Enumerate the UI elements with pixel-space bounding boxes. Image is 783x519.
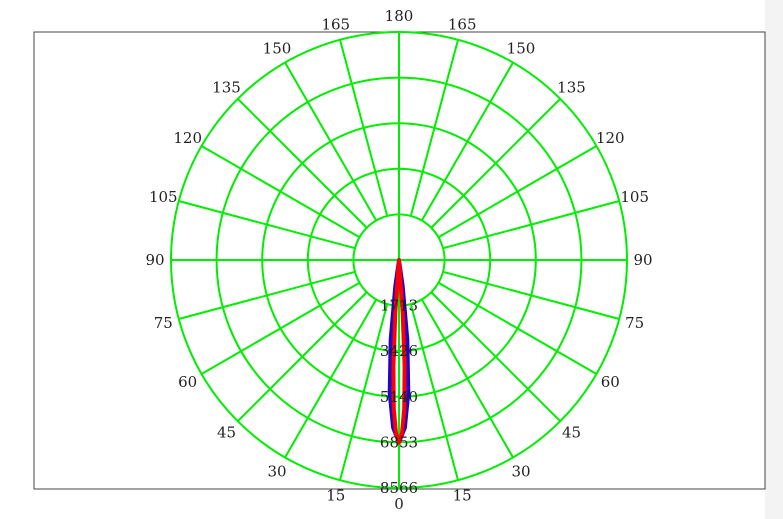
grid-spoke [442,200,620,250]
angle-tick-label: 30 [267,462,286,480]
grid-spoke [178,200,356,250]
angle-tick-label: 75 [625,314,644,332]
angle-tick-label: 120 [173,129,202,147]
grid-spoke [201,281,361,375]
angle-tick-label: 135 [557,79,586,97]
grid-spoke [430,291,561,422]
radial-tick-label: 8566 [380,479,418,497]
grid-spoke [437,281,597,375]
angle-tick-label: 105 [149,188,178,206]
angle-tick-label: 0 [394,495,404,513]
angle-tick-label: 60 [601,373,620,391]
grid-spoke [420,62,514,222]
grid-spoke [284,298,378,458]
grid-spoke [339,39,389,217]
angle-tick-label: 15 [453,487,472,505]
grid-spoke [237,98,368,229]
grid-spoke [420,298,514,458]
angle-tick-label: 75 [154,314,173,332]
angle-tick-label: 30 [511,462,530,480]
grid-spoke [442,270,620,320]
angle-tick-label: 90 [633,251,652,269]
angle-tick-label: 135 [212,79,241,97]
tick-labels: 0 15 30 45 60 75 90 105 120 135 150 165 180 165 150 135… [145,7,652,513]
scrollbar-track[interactable] [765,0,783,519]
radial-tick-label: 6853 [380,433,418,451]
grid-spoke [409,39,459,217]
grid-spoke [201,145,361,239]
angle-tick-label: 45 [562,424,581,442]
angle-tick-label: 45 [217,424,236,442]
grid-spoke [430,98,561,229]
grid-spoke [339,303,389,481]
radial-tick-label: 5140 [380,388,418,406]
series-group [387,258,411,445]
angle-tick-label: 180 [385,7,414,25]
angle-tick-label: 15 [326,487,345,505]
angle-tick-label: 90 [145,251,164,269]
polar-grid [170,31,628,489]
radial-tick-label: 3426 [380,342,418,360]
angle-tick-label: 120 [596,129,625,147]
grid-spoke [284,62,378,222]
series-line-2 [391,258,407,445]
grid-spoke [178,270,356,320]
radial-tick-label: 1713 [380,297,418,315]
angle-tick-label: 150 [263,40,292,58]
angle-tick-label: 60 [178,373,197,391]
angle-tick-label: 165 [448,15,477,33]
angle-tick-label: 105 [620,188,649,206]
grid-spoke [437,145,597,239]
grid-spoke [237,291,368,422]
angle-tick-label: 165 [321,15,350,33]
angle-tick-label: 150 [507,40,536,58]
grid-spoke [409,303,459,481]
